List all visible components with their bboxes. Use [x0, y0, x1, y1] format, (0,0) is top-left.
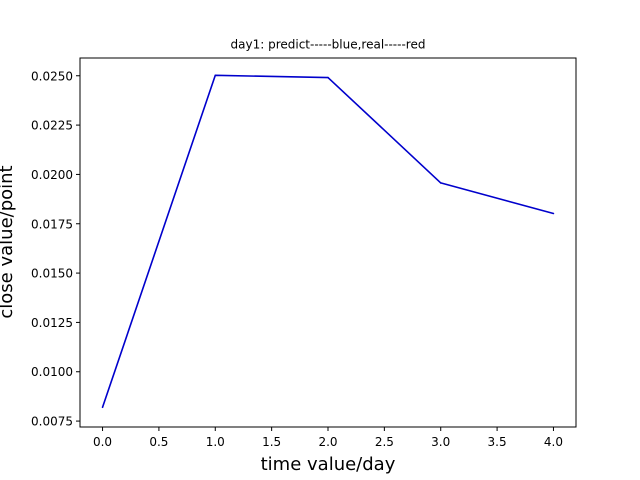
y-tick-label: 0.0225 — [31, 119, 73, 133]
y-tick-label: 0.0125 — [31, 316, 73, 330]
x-axis-ticks: 0.0 0.5 1.0 1.5 2.0 2.5 3.0 3.5 4.0 — [93, 427, 563, 449]
y-axis-label: close value/point — [0, 165, 17, 318]
y-axis-ticks: 0.0075 0.0100 0.0125 0.0150 0.0175 0.0200 0.02… — [31, 69, 80, 429]
series-layer — [101, 74, 555, 409]
data-point — [552, 212, 555, 215]
y-tick-label: 0.0100 — [31, 365, 73, 379]
y-tick-label: 0.0250 — [31, 69, 73, 83]
x-tick-label: 1.5 — [262, 435, 281, 449]
data-point — [101, 406, 104, 409]
data-point — [439, 182, 442, 184]
x-axis-label: time value/day — [261, 454, 396, 475]
x-tick-label: 2.0 — [318, 435, 337, 449]
chart-title: day1: predict-----blue,real-----red — [231, 38, 426, 52]
x-tick-label: 3.5 — [488, 435, 507, 449]
y-tick-label: 0.0200 — [31, 168, 73, 182]
x-tick-label: 3.0 — [431, 435, 450, 449]
y-tick-label: 0.0150 — [31, 267, 73, 281]
x-tick-label: 4.0 — [544, 435, 563, 449]
y-tick-label: 0.0075 — [31, 415, 73, 429]
x-tick-label: 0.5 — [149, 435, 168, 449]
x-tick-label: 2.5 — [375, 435, 394, 449]
data-point — [327, 76, 329, 79]
x-tick-label: 0.0 — [93, 435, 112, 449]
data-point — [214, 74, 217, 77]
y-tick-label: 0.0175 — [31, 217, 73, 231]
x-tick-label: 1.0 — [206, 435, 225, 449]
